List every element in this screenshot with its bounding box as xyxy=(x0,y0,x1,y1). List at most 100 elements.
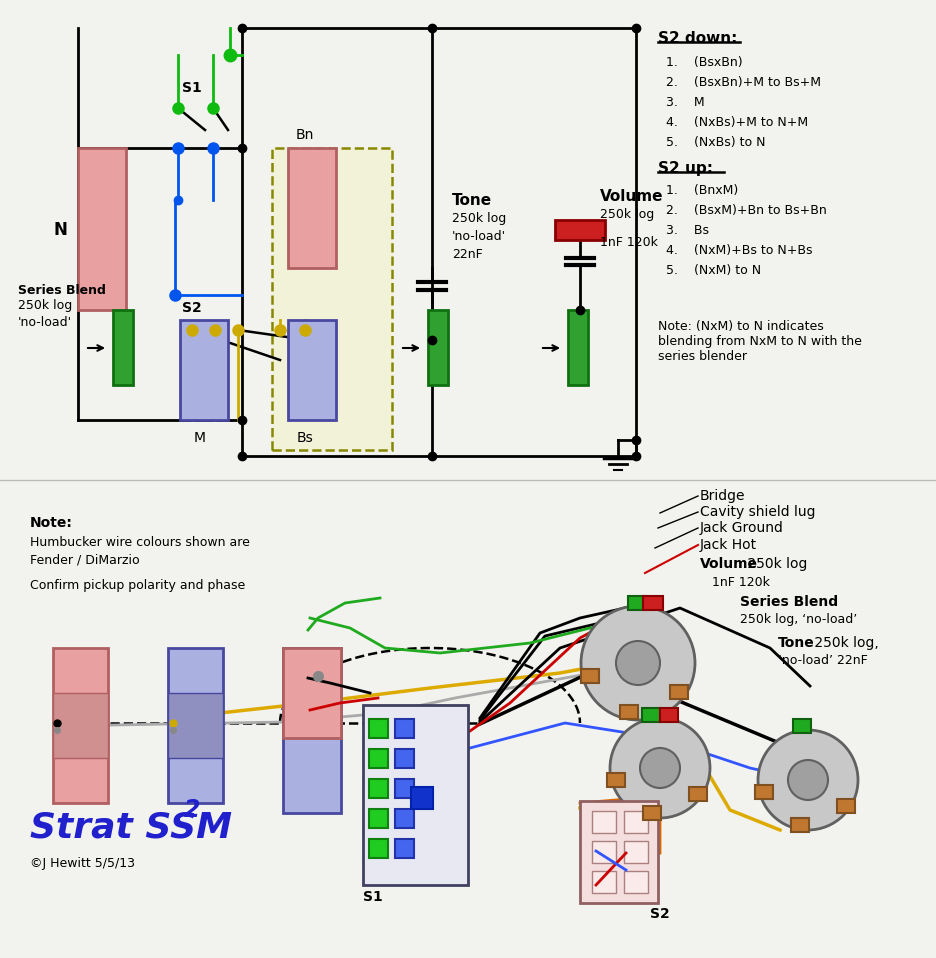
Circle shape xyxy=(581,606,695,720)
Bar xyxy=(568,310,588,385)
Text: S2 down:: S2 down: xyxy=(658,31,738,45)
FancyBboxPatch shape xyxy=(395,719,414,738)
Text: 250k log: 250k log xyxy=(743,557,808,571)
Text: Bn: Bn xyxy=(296,128,314,142)
Bar xyxy=(592,811,616,833)
Text: ©J Hewitt 5/5/13: ©J Hewitt 5/5/13 xyxy=(30,856,135,870)
Bar xyxy=(580,669,599,683)
FancyBboxPatch shape xyxy=(395,839,414,858)
Text: Confirm pickup polarity and phase: Confirm pickup polarity and phase xyxy=(30,579,245,591)
Text: 250k log: 250k log xyxy=(452,212,506,224)
Bar xyxy=(642,708,660,722)
Bar xyxy=(78,148,126,310)
Text: Volume: Volume xyxy=(600,189,664,203)
FancyBboxPatch shape xyxy=(272,148,392,450)
FancyBboxPatch shape xyxy=(395,809,414,828)
Bar xyxy=(643,596,663,610)
Text: 1nF 120k: 1nF 120k xyxy=(600,236,658,248)
Text: S1: S1 xyxy=(363,890,383,904)
Text: 1nF 120k: 1nF 120k xyxy=(712,576,770,588)
Circle shape xyxy=(616,641,660,685)
Bar xyxy=(288,320,336,420)
Text: Bridge: Bridge xyxy=(700,489,745,503)
Text: 5.    (NxM) to N: 5. (NxM) to N xyxy=(666,263,761,277)
FancyBboxPatch shape xyxy=(369,839,388,858)
Bar xyxy=(607,773,624,787)
Text: 22nF: 22nF xyxy=(452,247,483,261)
Text: Series Blend: Series Blend xyxy=(18,284,106,296)
Circle shape xyxy=(610,718,710,818)
Bar xyxy=(754,785,772,799)
Bar xyxy=(624,811,648,833)
Text: S2 up:: S2 up: xyxy=(658,161,713,175)
Text: N: N xyxy=(53,221,67,239)
Bar xyxy=(628,596,648,610)
FancyBboxPatch shape xyxy=(395,749,414,768)
Bar xyxy=(791,818,809,833)
Text: 3.    M: 3. M xyxy=(666,96,705,108)
Bar xyxy=(793,719,811,733)
Bar xyxy=(624,841,648,863)
Bar xyxy=(592,841,616,863)
Bar xyxy=(580,801,658,903)
FancyBboxPatch shape xyxy=(369,719,388,738)
Bar xyxy=(621,705,638,719)
Text: Fender / DiMarzio: Fender / DiMarzio xyxy=(30,554,139,566)
Text: 'no-load': 'no-load' xyxy=(18,315,72,329)
FancyBboxPatch shape xyxy=(395,779,414,798)
Text: 2.    (BsxM)+Bn to Bs+Bn: 2. (BsxM)+Bn to Bs+Bn xyxy=(666,203,826,217)
Text: 5.    (NxBs) to N: 5. (NxBs) to N xyxy=(666,135,766,148)
Bar xyxy=(113,310,133,385)
Bar xyxy=(363,705,468,885)
Circle shape xyxy=(640,748,680,788)
Text: Tone: Tone xyxy=(778,636,814,650)
Text: Note: (NxM) to N indicates
blending from NxM to N with the
series blender: Note: (NxM) to N indicates blending from… xyxy=(658,320,862,363)
Bar xyxy=(168,693,223,758)
FancyBboxPatch shape xyxy=(411,787,433,809)
Text: 1.    (BnxM): 1. (BnxM) xyxy=(666,184,739,196)
Text: Tone: Tone xyxy=(452,193,492,208)
Bar xyxy=(643,807,661,820)
Text: ‘no-load’ 22nF: ‘no-load’ 22nF xyxy=(778,653,868,667)
Circle shape xyxy=(788,760,828,800)
Bar xyxy=(283,648,341,738)
Text: Bs: Bs xyxy=(297,431,314,445)
FancyBboxPatch shape xyxy=(369,749,388,768)
Bar xyxy=(592,871,616,893)
Text: 250k log, ‘no-load’: 250k log, ‘no-load’ xyxy=(740,613,857,627)
Text: 250k log,: 250k log, xyxy=(810,636,879,650)
Text: Humbucker wire colours shown are: Humbucker wire colours shown are xyxy=(30,536,250,550)
Text: S1: S1 xyxy=(183,81,202,95)
Bar xyxy=(288,148,336,268)
Bar xyxy=(428,310,448,385)
Text: 3.    Bs: 3. Bs xyxy=(666,223,709,237)
Text: Series Blend: Series Blend xyxy=(740,595,838,609)
Bar xyxy=(624,871,648,893)
Text: Note:: Note: xyxy=(30,516,73,530)
Bar xyxy=(670,685,688,698)
Text: S2: S2 xyxy=(650,907,670,921)
Bar xyxy=(660,708,678,722)
Text: 1.    (BsxBn): 1. (BsxBn) xyxy=(666,56,742,69)
Bar xyxy=(689,787,707,802)
Circle shape xyxy=(758,730,858,830)
Text: M: M xyxy=(194,431,206,445)
Bar xyxy=(53,648,108,803)
Text: Jack Hot: Jack Hot xyxy=(700,538,757,552)
Bar xyxy=(180,320,228,420)
Text: 2: 2 xyxy=(184,798,200,822)
Text: Jack Ground: Jack Ground xyxy=(700,521,783,535)
Text: Cavity shield lug: Cavity shield lug xyxy=(700,505,815,519)
Text: 4.    (NxBs)+M to N+M: 4. (NxBs)+M to N+M xyxy=(666,116,808,128)
FancyBboxPatch shape xyxy=(369,779,388,798)
Text: 250k log: 250k log xyxy=(18,299,72,311)
Text: 250k log: 250k log xyxy=(600,208,654,220)
Text: 'no-load': 'no-load' xyxy=(452,230,506,242)
Bar xyxy=(168,648,223,803)
Bar xyxy=(555,220,605,240)
Bar xyxy=(53,693,108,758)
Text: 4.    (NxM)+Bs to N+Bs: 4. (NxM)+Bs to N+Bs xyxy=(666,243,812,257)
Text: 2.    (BsxBn)+M to Bs+M: 2. (BsxBn)+M to Bs+M xyxy=(666,76,821,88)
Text: Volume: Volume xyxy=(700,557,758,571)
Text: S2: S2 xyxy=(183,301,202,315)
